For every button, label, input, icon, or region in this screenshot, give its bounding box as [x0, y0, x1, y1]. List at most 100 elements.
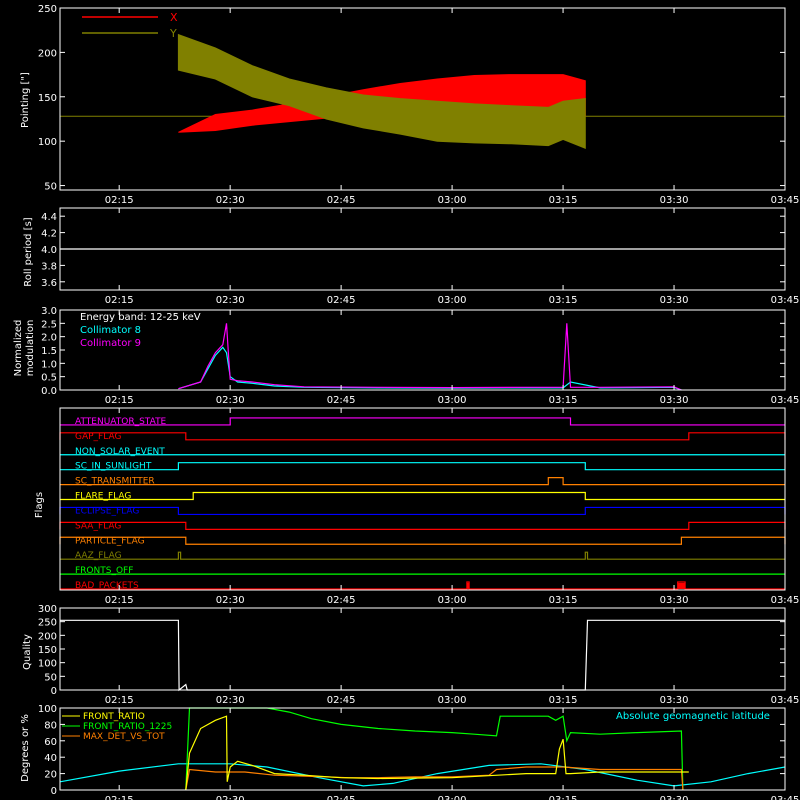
flag-label: PARTICLE_FLAG	[75, 536, 145, 546]
x-tick-label: 03:15	[549, 595, 578, 606]
x-tick-label: 03:45	[771, 195, 800, 206]
roll-period-ylabel: Roll period [s]	[23, 217, 34, 286]
flag-label: SC_TRANSMITTER	[75, 477, 155, 487]
x-tick-label: 02:45	[327, 795, 356, 800]
x-tick-label: 03:30	[660, 695, 689, 706]
x-tick-label: 02:15	[105, 195, 134, 206]
x-tick-label: 03:00	[438, 595, 467, 606]
x-tick-label: 03:00	[438, 395, 467, 406]
legend-y-label: Y	[169, 27, 177, 40]
x-tick-label: 02:30	[216, 695, 245, 706]
y-tick-label: 2.5	[41, 319, 57, 330]
x-tick-label: 03:30	[660, 195, 689, 206]
x-tick-label: 02:15	[105, 395, 134, 406]
flag-label: AAZ_FLAG	[75, 551, 122, 561]
flag-label: GAP_FLAG	[75, 432, 121, 442]
y-tick-label: 80	[44, 720, 57, 731]
x-tick-label: 03:15	[549, 695, 578, 706]
x-tick-label: 02:15	[105, 295, 134, 306]
x-tick-label: 02:45	[327, 395, 356, 406]
flag-label: ECLIPSE_FLAG	[75, 506, 139, 516]
x-tick-label: 02:15	[105, 695, 134, 706]
y-tick-label: 100	[38, 704, 57, 715]
y-tick-label: 3.6	[41, 278, 57, 289]
y-tick-label: 20	[44, 770, 57, 781]
flag-line	[59, 521, 786, 530]
y-tick-label: 200	[38, 631, 57, 642]
flag-label: NON_SOLAR_EVENT	[75, 447, 165, 457]
x-tick-label: 03:00	[438, 695, 467, 706]
y-tick-label: 0	[51, 786, 57, 797]
legend-front-ratio: FRONT_RATIO	[83, 712, 145, 722]
y-tick-label: 60	[44, 737, 57, 748]
flag-line	[60, 551, 785, 560]
max-det-vs-tot-line	[185, 766, 684, 791]
panel-flags: ATTENUATOR_STATE GAP_FLAG NON_SOLAR_EVENT S…	[59, 407, 800, 606]
y-tick-label: 200	[38, 48, 57, 59]
y-tick-label: 2.0	[41, 333, 57, 344]
x-tick-label: 03:15	[549, 795, 578, 800]
y-tick-label: 0	[51, 686, 57, 697]
panel-quality: 0 50 100 150 200 250 300 02:15 02:30 02:45 03:00 03…	[38, 604, 800, 706]
flag-label: SAA_FLAG	[75, 521, 121, 531]
y-tick-label: 250	[38, 4, 57, 15]
flag-label: FRONTS_OFF	[75, 566, 133, 576]
axes-frame	[59, 407, 786, 591]
x-tick-label: 03:30	[660, 595, 689, 606]
axes-frame	[59, 707, 786, 791]
y-tick-label: 100	[38, 659, 57, 670]
front-ratio-ylabel: Degrees or %	[20, 714, 31, 782]
x-tick-label: 03:45	[771, 595, 800, 606]
energy-band-annotation: Energy band: 12-25 keV	[80, 312, 201, 323]
flag-line	[59, 432, 786, 441]
flag-label: FLARE_FLAG	[75, 492, 131, 502]
bad-packet-mark	[466, 583, 470, 590]
legend-x-label: X	[170, 11, 178, 24]
flag-label: ATTENUATOR_STATE	[75, 417, 167, 427]
flag-label: BAD_PACKETS	[75, 581, 139, 591]
x-tick-label: 03:00	[438, 295, 467, 306]
y-tick-label: 3.8	[41, 261, 57, 272]
flag-line	[60, 476, 785, 486]
x-tick-label: 03:45	[771, 395, 800, 406]
axes-frame	[59, 207, 786, 291]
y-tick-label: 0.0	[41, 386, 57, 397]
x-tick-label: 03:00	[438, 195, 467, 206]
y-tick-label: 4.4	[41, 212, 57, 223]
x-tick-label: 03:30	[660, 795, 689, 800]
pointing-ylabel: Pointing ["]	[20, 72, 31, 128]
geomagnetic-latitude-line	[59, 763, 786, 787]
x-tick-label: 02:15	[105, 595, 134, 606]
modulation-ylabel-line2: modulation	[25, 320, 36, 377]
x-tick-label: 03:45	[771, 695, 800, 706]
pointing-y-band	[177, 33, 586, 150]
legend-collimator-8: Collimator 8	[80, 325, 141, 336]
legend-collimator-9: Collimator 9	[80, 338, 141, 349]
flag-line	[59, 536, 786, 545]
y-tick-label: 40	[44, 753, 57, 764]
axes-frame	[59, 309, 786, 391]
geomagnetic-latitude-annotation: Absolute geomagnetic latitude	[616, 711, 770, 722]
y-tick-label: 150	[38, 93, 57, 104]
flag-line	[60, 491, 785, 501]
panel-front-ratio: 0 20 40 60 80 100 02:15 02:30 02:45 03:00 03:15 03:…	[38, 704, 800, 800]
x-tick-label: 02:45	[327, 695, 356, 706]
x-tick-label: 03:00	[438, 795, 467, 800]
bad-packet-mark	[677, 583, 686, 590]
x-tick-label: 03:15	[549, 195, 578, 206]
front-ratio-line	[185, 715, 689, 791]
y-tick-label: 1.5	[41, 346, 57, 357]
axes-frame	[59, 7, 786, 191]
axes-frame	[59, 607, 786, 691]
x-tick-label: 02:45	[327, 295, 356, 306]
y-tick-label: 4.2	[41, 229, 57, 240]
flags-ylabel: Flags	[34, 492, 45, 518]
y-tick-label: 3.0	[41, 306, 57, 317]
collimator-9-line	[178, 323, 682, 391]
panel-modulation: 0.0 0.5 1.0 1.5 2.0 2.5 3.0 02:15 02:30 02:45 03:0…	[41, 306, 799, 406]
quality-ylabel: Quality	[22, 634, 33, 670]
x-tick-label: 02:45	[327, 195, 356, 206]
x-tick-label: 03:45	[771, 795, 800, 800]
x-tick-label: 02:30	[216, 295, 245, 306]
